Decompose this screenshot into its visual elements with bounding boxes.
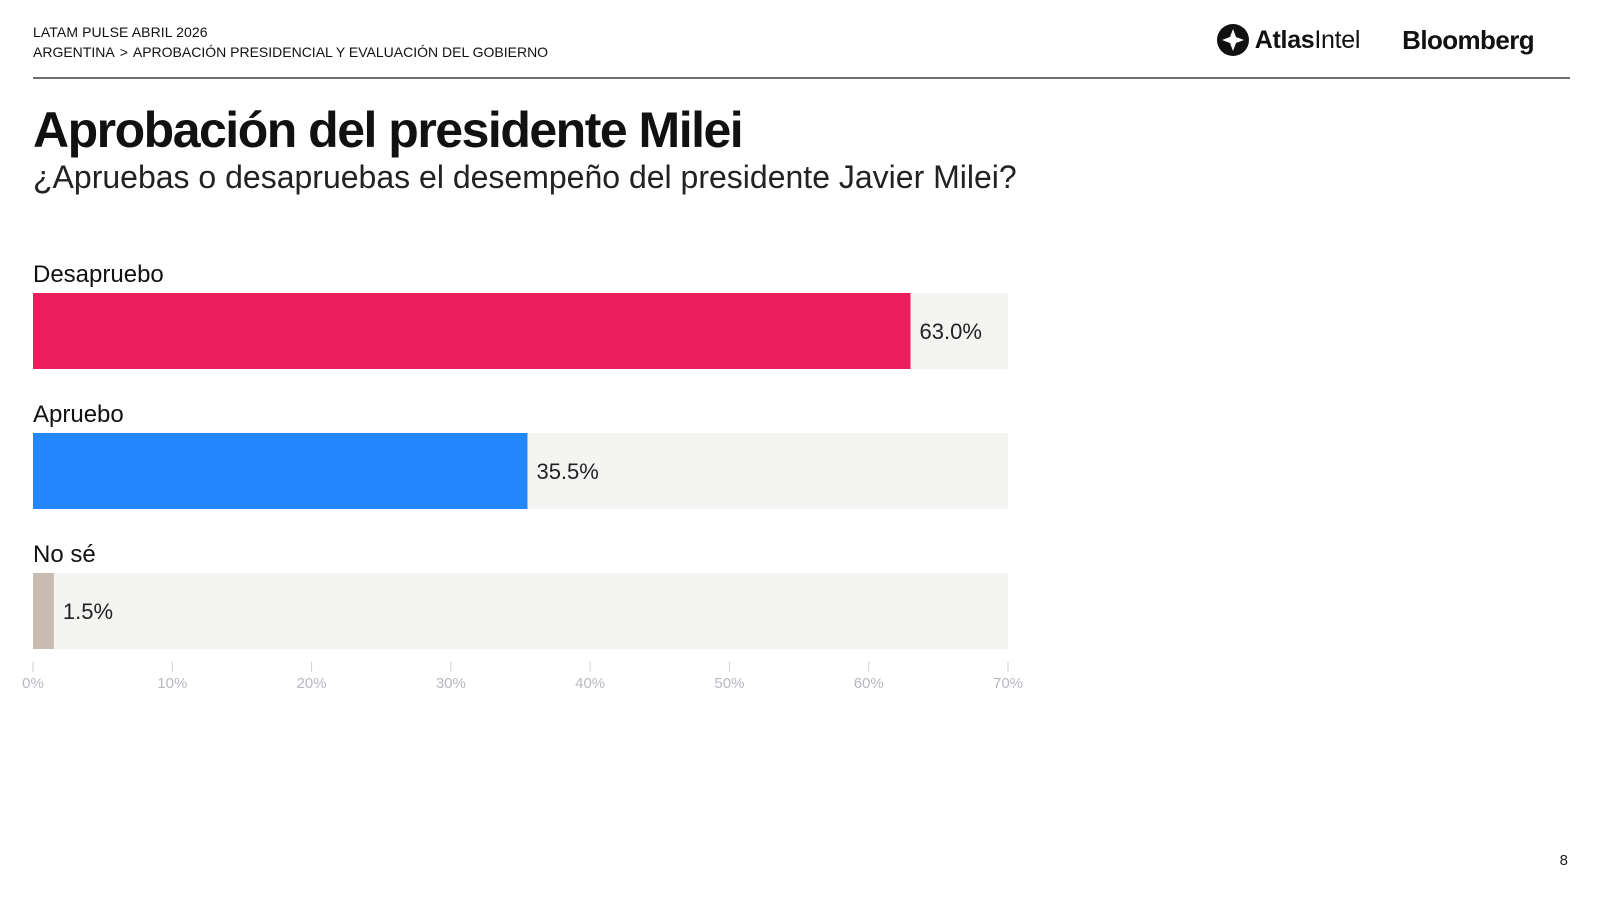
x-tick-label: 20% <box>297 675 327 692</box>
atlasintel-wordmark: AtlasIntel <box>1254 25 1361 54</box>
page-title: Aprobación del presidente Milei <box>33 102 744 158</box>
x-tick-label: 10% <box>157 675 187 692</box>
category-label: Desapruebo <box>33 261 164 288</box>
data-label: 1.5% <box>63 599 113 624</box>
breadcrumb: ARGENTINA > APROBACIÓN PRESIDENCIAL Y EVAL… <box>33 42 548 62</box>
x-tick-label: 50% <box>714 675 744 692</box>
header-divider <box>33 77 1570 79</box>
breadcrumb-topic: APROBACIÓN PRESIDENCIAL Y EVALUACIÓN DEL… <box>132 44 549 60</box>
bar-2 <box>33 433 528 509</box>
x-tick-label: 70% <box>993 675 1023 692</box>
bar-1 <box>33 293 911 369</box>
atlasintel-logo: AtlasIntel <box>1216 24 1361 56</box>
page-number: 8 <box>1559 852 1568 869</box>
breadcrumb-separator: > <box>119 44 128 60</box>
report-eyebrow: LATAM PULSE ABRIL 2026 <box>33 24 208 40</box>
x-tick-label: 40% <box>575 675 605 692</box>
bloomberg-logo: Bloomberg <box>1402 24 1534 55</box>
data-label: 35.5% <box>536 459 598 484</box>
breadcrumb-section: ARGENTINA <box>33 44 115 60</box>
x-tick-label: 0% <box>22 675 44 692</box>
page-subtitle: ¿Apruebas o desapruebas el desempeño del… <box>33 159 1017 195</box>
category-label: Apruebo <box>33 401 124 428</box>
brand-logos: AtlasIntel Bloomberg <box>1216 22 1535 58</box>
x-tick-label: 60% <box>854 675 884 692</box>
atlasintel-mark-icon <box>1216 24 1249 56</box>
header: LATAM PULSE ABRIL 2026 ARGENTINA > APROBAC… <box>33 22 548 62</box>
bar-track <box>33 573 1008 649</box>
category-label: No sé <box>33 541 96 568</box>
x-tick-label: 30% <box>436 675 466 692</box>
approval-bar-chart: Desapruebo 63.0% Apruebo 35.5% No sé 1.5% 0% 10… <box>22 261 1023 692</box>
bar-3 <box>33 573 54 649</box>
data-label: 63.0% <box>920 319 982 344</box>
